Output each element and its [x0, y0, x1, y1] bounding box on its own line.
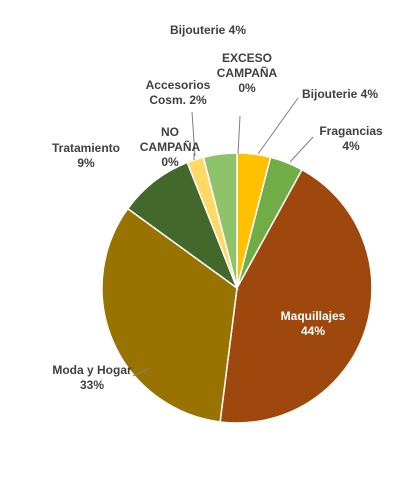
leader-line-bijouterie-1 [257, 97, 299, 155]
data-label-tratamiento-5: Tratamiento 9% [52, 141, 120, 170]
data-label-no-campa-a-6: NO CAMPAÑA 0% [140, 125, 201, 169]
pie-slice-moda-y-hogar-4 [101, 207, 238, 423]
pie-slice-bijouterie-8 [202, 152, 238, 289]
data-label-exceso-campa-a-0: EXCESO CAMPAÑA 0% [217, 51, 278, 95]
data-label-accesorios-cosm-7: Accesorios Cosm. 2% [146, 78, 211, 107]
leader-lines [132, 97, 314, 377]
leader-line-accesorios-cosm-7 [191, 111, 196, 157]
data-labels: EXCESO CAMPAÑA 0% Bijouterie 4% Fragancias 4%… [52, 23, 383, 392]
data-label-fragancias-2: Fragancias 4% [319, 124, 383, 153]
data-label-bijouterie-1: Bijouterie 4% [302, 87, 378, 101]
leader-line-moda-y-hogar-4 [132, 367, 151, 377]
pie-slice-maquillajes-3 [219, 168, 373, 424]
data-label-bijouterie-8: Bijouterie 4% [170, 23, 246, 37]
leader-line-fragancias-2 [289, 136, 314, 163]
pie-slices [101, 152, 373, 424]
data-label-maquillajes-3: Maquillajes 44% [281, 309, 346, 338]
leader-line-exceso-campa-a-0 [237, 115, 241, 155]
data-label-moda-y-hogar-4: Moda y Hogar 33% [52, 363, 132, 392]
